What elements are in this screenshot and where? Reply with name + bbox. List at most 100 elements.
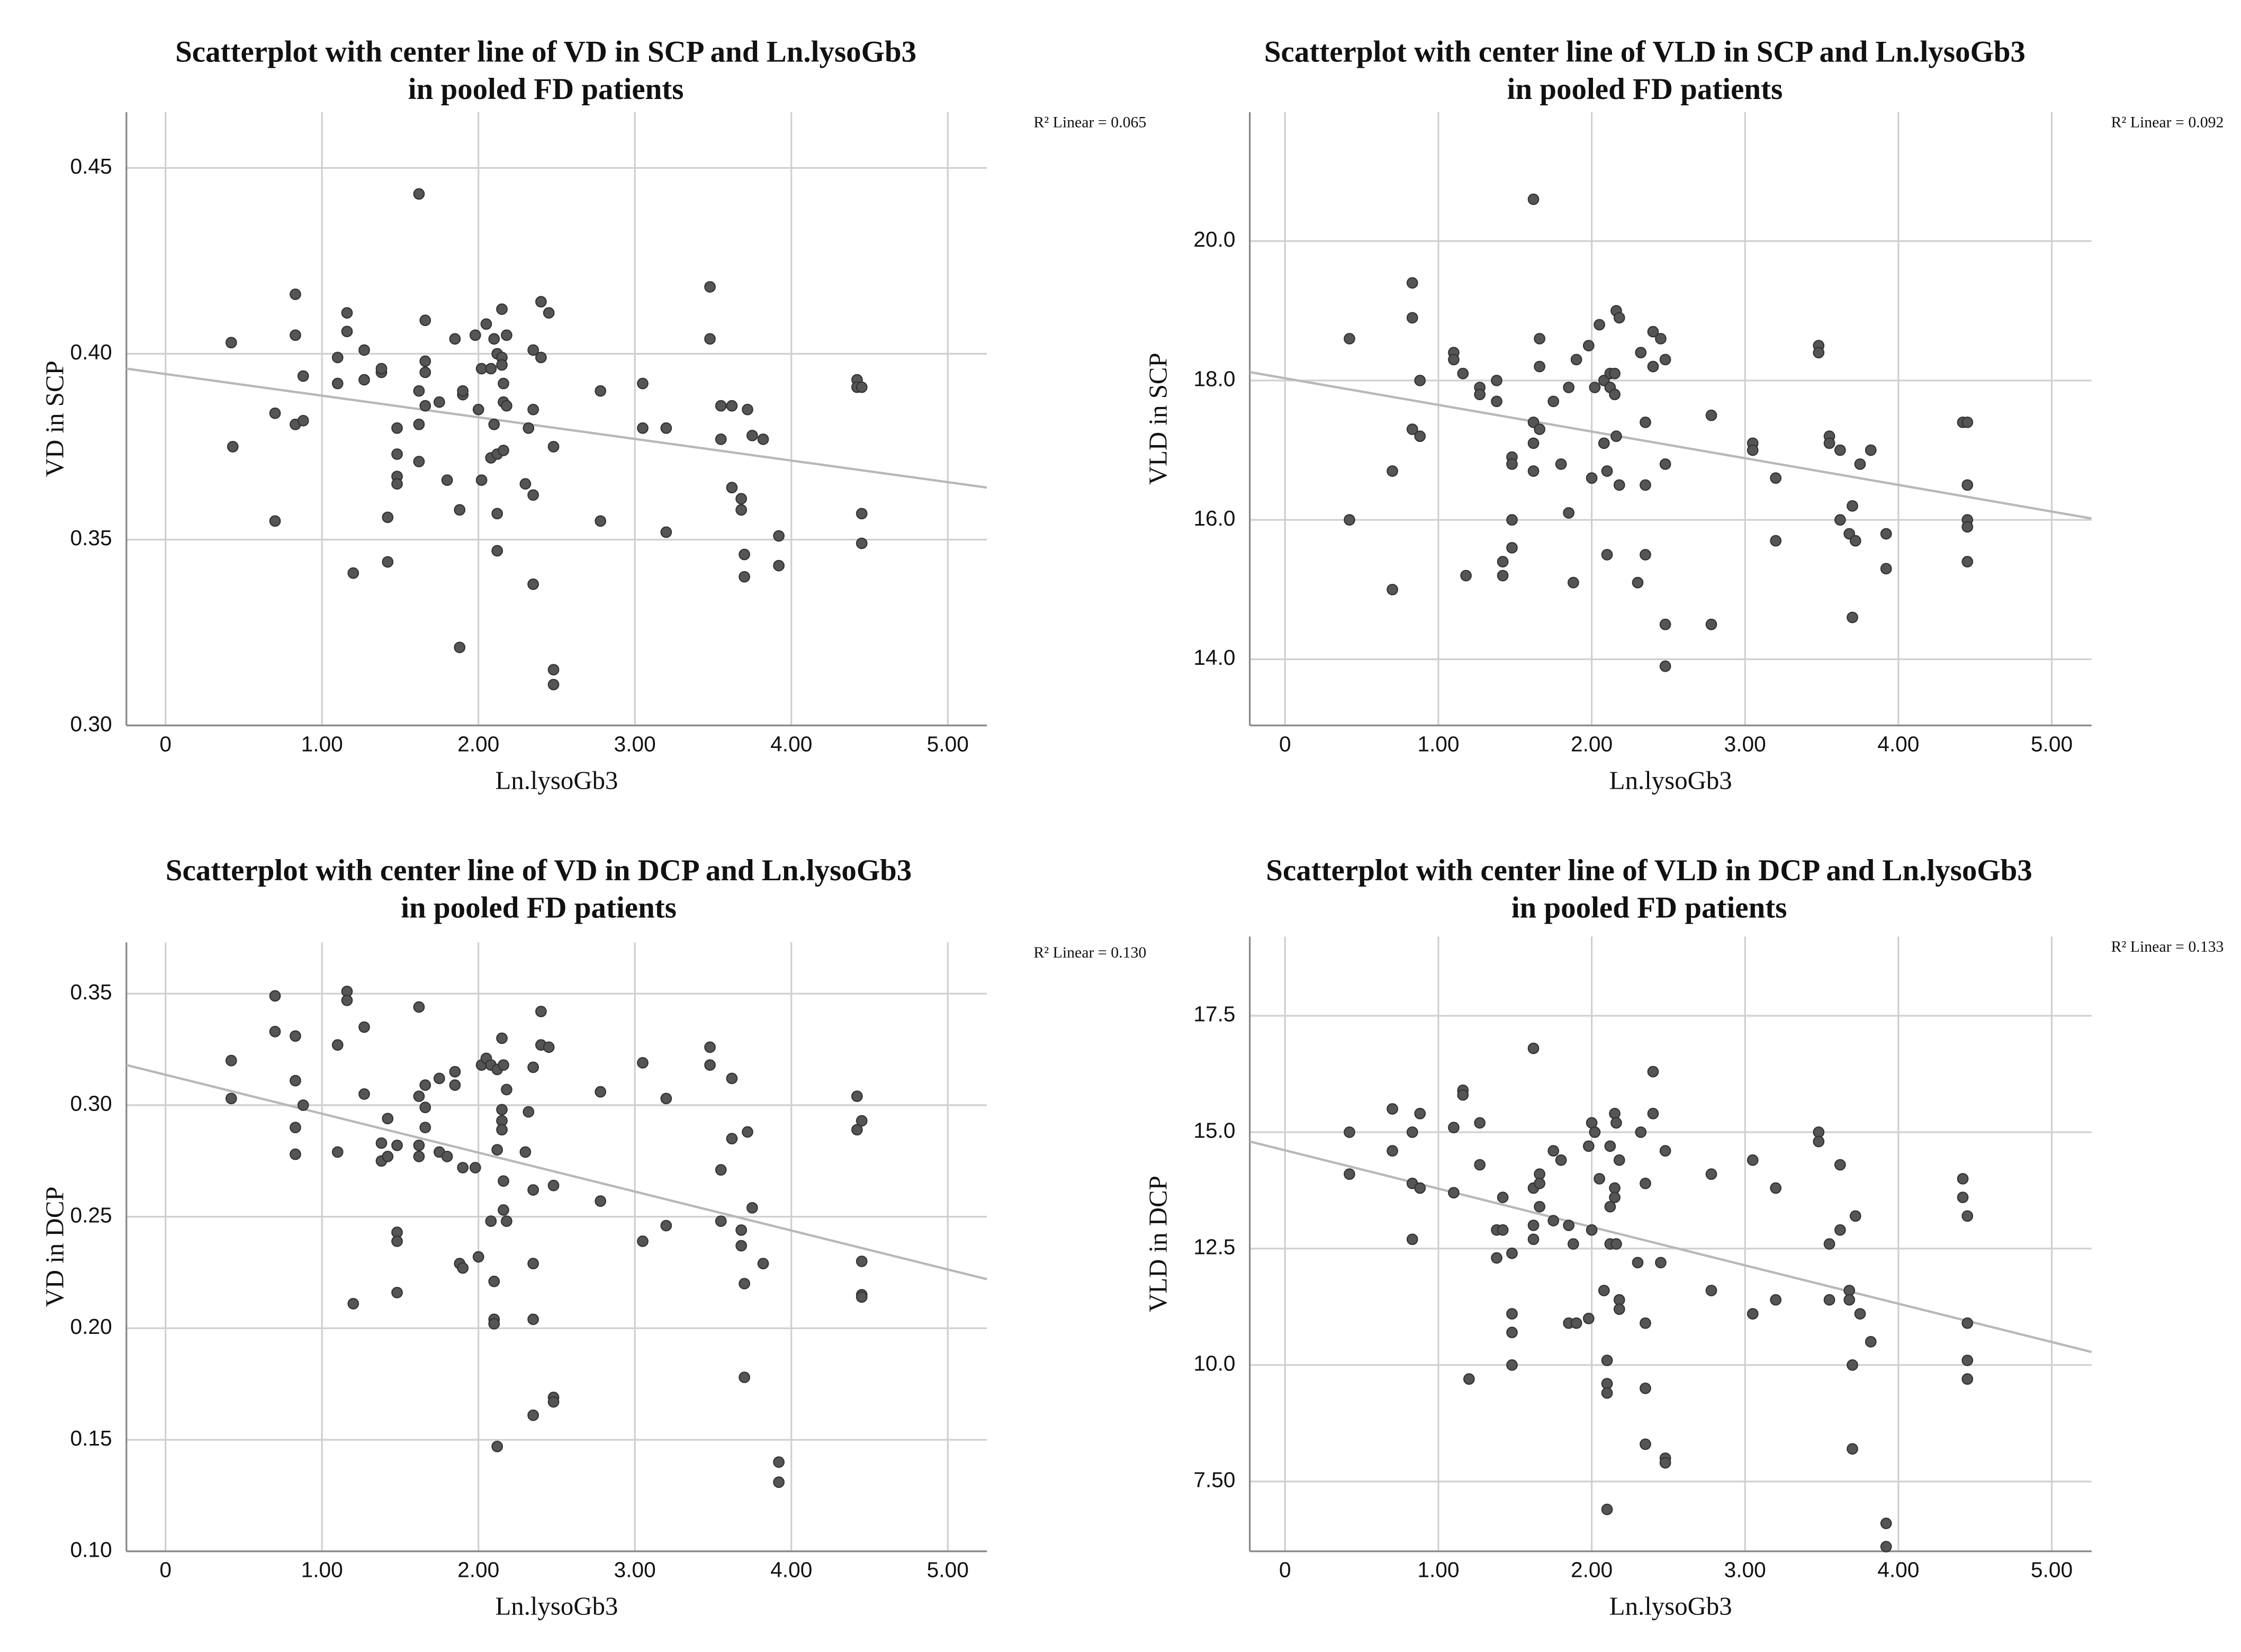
point xyxy=(491,508,503,520)
point xyxy=(491,545,503,557)
point xyxy=(1414,1182,1426,1194)
point xyxy=(1961,1210,1974,1222)
point xyxy=(441,1151,453,1162)
point xyxy=(472,1251,484,1263)
point xyxy=(1640,1177,1651,1189)
point xyxy=(475,474,488,486)
point xyxy=(1865,1336,1877,1348)
point xyxy=(595,1086,607,1098)
point xyxy=(1582,340,1595,351)
point xyxy=(660,1093,672,1105)
point xyxy=(1527,465,1540,477)
point xyxy=(1847,500,1858,512)
point xyxy=(746,429,758,441)
point xyxy=(543,307,555,319)
point xyxy=(856,1256,868,1267)
point xyxy=(1474,1159,1486,1171)
point xyxy=(469,329,481,341)
point xyxy=(1598,1285,1610,1296)
point xyxy=(527,578,539,590)
point xyxy=(1961,479,1974,491)
point xyxy=(1647,1107,1659,1120)
point xyxy=(290,1148,301,1160)
point xyxy=(1555,458,1567,470)
point xyxy=(1506,458,1518,470)
point xyxy=(449,1079,461,1091)
point xyxy=(1589,382,1601,393)
annotation: R² Linear = 0.092 xyxy=(2111,113,2224,131)
point xyxy=(735,504,748,516)
point xyxy=(1632,1257,1644,1269)
point xyxy=(1609,1191,1621,1203)
point xyxy=(382,556,394,568)
point xyxy=(433,1072,445,1085)
point xyxy=(433,396,445,408)
x-tick-label: 2.00 xyxy=(457,1558,499,1582)
point xyxy=(1547,395,1560,408)
x-tick-label: 5.00 xyxy=(927,1558,969,1582)
point xyxy=(496,1104,508,1116)
y-tick-label: 18.0 xyxy=(1193,367,1235,391)
point xyxy=(1448,1122,1460,1134)
point xyxy=(1613,312,1625,324)
point xyxy=(1406,312,1418,324)
point xyxy=(523,1106,535,1118)
scatter-panel: Scatterplot with center line of VLD in S… xyxy=(1144,35,2224,795)
x-tick-label: 4.00 xyxy=(1877,1558,1919,1582)
point xyxy=(1647,360,1659,373)
point xyxy=(1414,374,1426,386)
point xyxy=(704,1059,716,1071)
point xyxy=(1747,1308,1759,1320)
chart-title: in pooled FD patients xyxy=(1507,73,1783,106)
point xyxy=(1834,514,1846,526)
point xyxy=(735,493,748,505)
fit-line xyxy=(1249,1140,2092,1353)
point xyxy=(1849,1210,1861,1222)
point xyxy=(1563,1220,1575,1231)
y-tick-label: 16.0 xyxy=(1193,506,1235,530)
point xyxy=(1506,1326,1518,1339)
point xyxy=(290,1075,301,1087)
point xyxy=(498,1204,509,1216)
point xyxy=(1961,1317,1974,1329)
y-tick-label: 0.30 xyxy=(70,711,112,736)
point xyxy=(498,1059,509,1071)
point xyxy=(457,1162,469,1173)
point xyxy=(488,1318,500,1330)
point xyxy=(1640,1383,1651,1394)
point xyxy=(1601,465,1613,477)
point xyxy=(1527,193,1540,205)
point xyxy=(726,400,738,412)
point xyxy=(1610,1238,1622,1250)
point xyxy=(375,1137,388,1149)
chart-title: in pooled FD patients xyxy=(401,891,677,925)
point xyxy=(1506,1308,1518,1320)
point xyxy=(1406,423,1418,435)
point xyxy=(1497,1224,1509,1236)
annotation: R² Linear = 0.133 xyxy=(2111,938,2224,955)
point xyxy=(1823,1238,1835,1250)
point xyxy=(1854,1308,1866,1320)
point xyxy=(391,1235,403,1247)
point xyxy=(1463,1373,1475,1385)
point xyxy=(1448,354,1460,366)
point xyxy=(225,1054,237,1067)
point xyxy=(358,374,370,386)
annotation: R² Linear = 0.130 xyxy=(1033,944,1146,961)
point xyxy=(773,1456,785,1468)
y-tick-label: 20.0 xyxy=(1193,227,1235,251)
chart-title: Scatterplot with center line of VLD in S… xyxy=(1264,35,2026,68)
point xyxy=(290,1122,301,1133)
point xyxy=(1880,563,1892,575)
y-tick-label: 0.40 xyxy=(70,340,112,364)
point xyxy=(535,1006,547,1017)
point xyxy=(1632,576,1644,589)
point xyxy=(1527,437,1540,449)
point xyxy=(1555,1154,1567,1166)
point xyxy=(1506,1247,1518,1259)
point xyxy=(297,1099,309,1111)
point xyxy=(1865,444,1877,456)
point xyxy=(1770,1182,1782,1194)
point xyxy=(1705,1285,1717,1296)
point xyxy=(547,664,560,676)
